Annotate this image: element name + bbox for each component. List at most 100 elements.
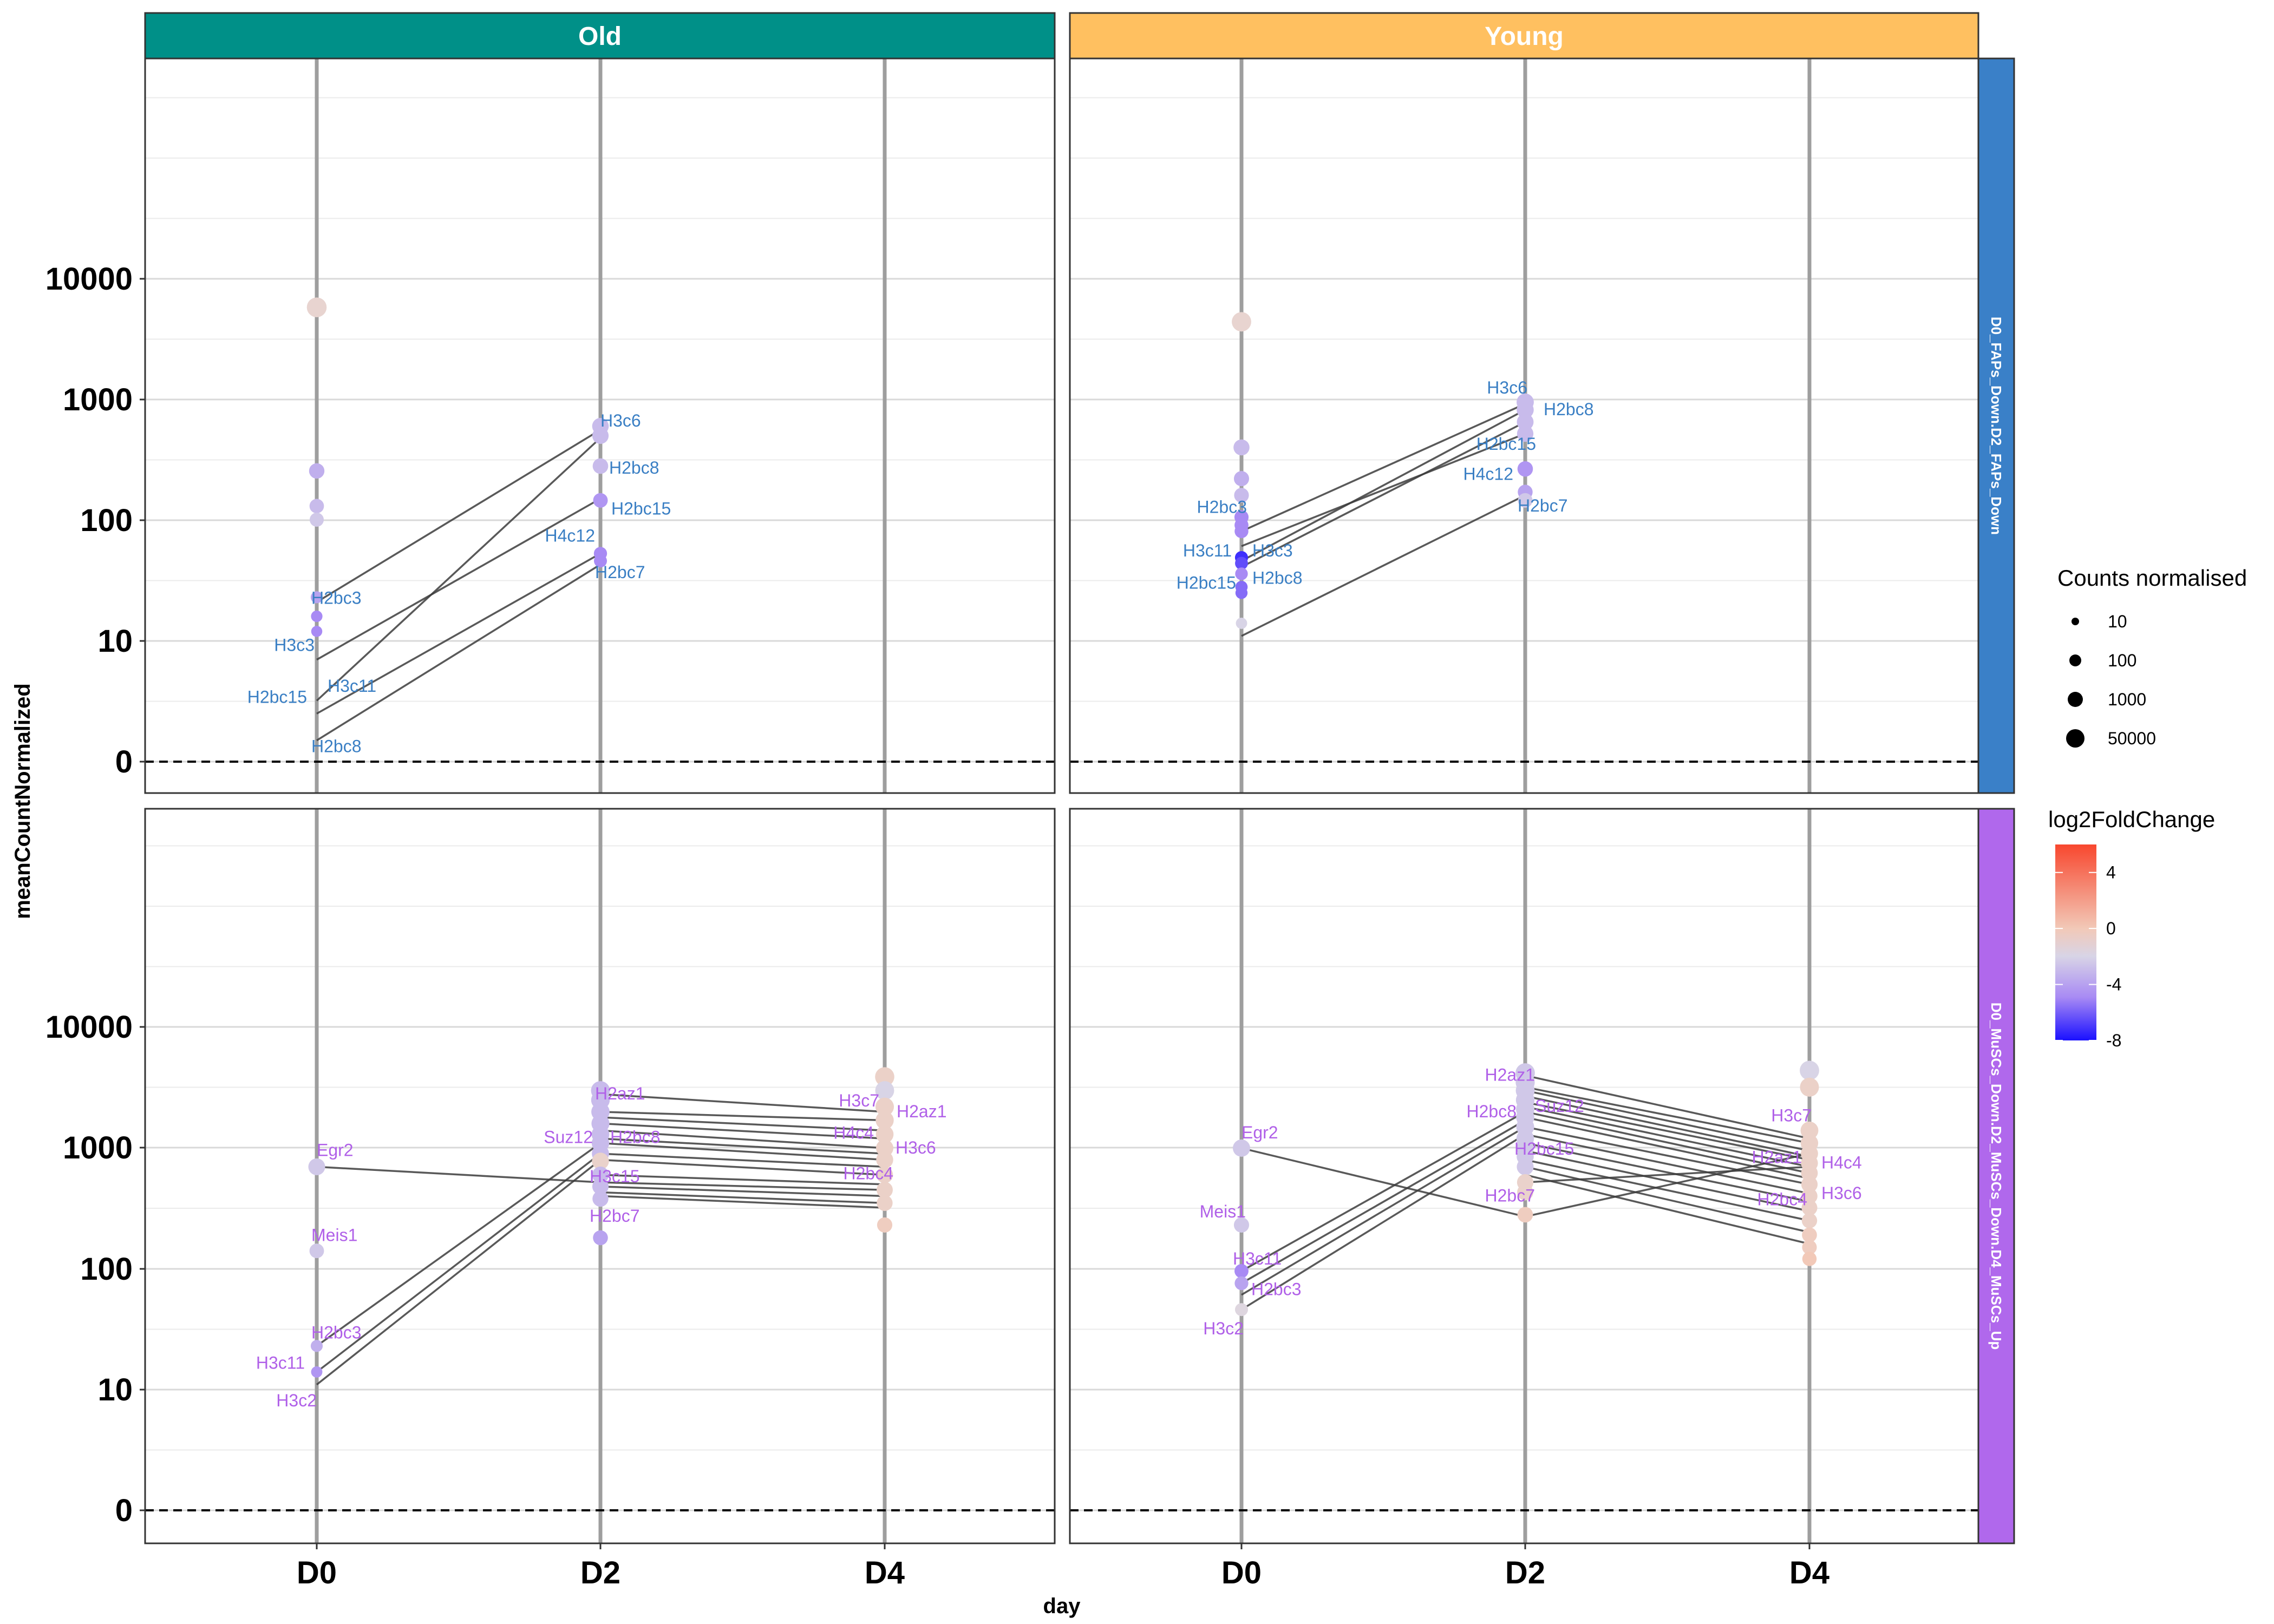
data-point <box>1236 617 1247 629</box>
data-point <box>1234 1264 1249 1278</box>
gene-label: H2bc8 <box>1467 1102 1517 1121</box>
size-legend-label: 10 <box>2108 612 2127 631</box>
gene-label: H2bc8 <box>1544 400 1594 419</box>
gene-trajectory-line <box>1525 1101 1810 1161</box>
gene-trajectory-line <box>1525 1111 1810 1174</box>
gene-trajectory-line <box>316 429 601 603</box>
data-point <box>875 1081 894 1101</box>
size-legend-key <box>2069 654 2081 666</box>
gene-label: H3c3 <box>274 635 315 654</box>
data-point <box>1232 312 1251 332</box>
data-point <box>1517 414 1534 431</box>
gene-trajectory-line <box>600 1111 885 1122</box>
gene-label: H2bc15 <box>1476 434 1536 454</box>
gene-label: H2bc7 <box>1518 496 1568 515</box>
gene-trajectory-line <box>1525 1089 1810 1152</box>
gene-trajectory-line <box>600 1137 885 1155</box>
gene-label: H2bc15 <box>247 687 307 706</box>
data-point <box>1233 1217 1250 1233</box>
gene-trajectory-line <box>1241 409 1526 562</box>
gene-trajectory-line <box>1525 1116 1810 1180</box>
gene-label: Suz12 <box>544 1128 593 1147</box>
column-strip-label: Old <box>578 22 622 51</box>
gene-trajectory-line <box>316 497 601 661</box>
gene-trajectory-line <box>600 1191 885 1204</box>
data-point <box>1517 461 1533 477</box>
gene-label: Egr2 <box>317 1140 354 1160</box>
data-point <box>1517 401 1534 418</box>
data-point <box>311 1366 323 1378</box>
gene-label: H2bc8 <box>311 737 362 756</box>
data-point <box>309 1243 324 1259</box>
gene-trajectory-line <box>1525 1165 1810 1234</box>
gene-trajectory-line <box>1241 403 1526 533</box>
data-point <box>876 1151 893 1169</box>
data-point <box>311 626 323 637</box>
gene-label: H2bc8 <box>1252 568 1303 587</box>
data-point <box>1517 425 1534 442</box>
gene-label: H3c6 <box>600 411 641 430</box>
data-point <box>1517 1207 1533 1223</box>
gene-trajectory-line <box>1525 1075 1810 1140</box>
gene-trajectory-line <box>1241 421 1526 568</box>
gene-trajectory-line <box>1525 1150 1810 1212</box>
data-point <box>1801 1164 1818 1182</box>
gene-label: H2bc7 <box>1485 1186 1535 1206</box>
data-point <box>877 1182 893 1199</box>
gene-label: H2bc3 <box>311 1322 362 1342</box>
row-strip-label: D0_MuSCs_Down.D2_MuSCs_Down.D4_MuSCs_Up <box>1988 1003 2004 1350</box>
gene-label: H3c11 <box>1183 541 1232 560</box>
gene-trajectory-line <box>600 1142 885 1161</box>
y-tick-label: 10000 <box>45 261 133 297</box>
color-legend: log2FoldChange 4 0 -4 -8 <box>2048 807 2215 1050</box>
y-tick-label: 10 <box>97 1372 133 1407</box>
gene-label: Meis1 <box>1200 1202 1246 1221</box>
size-legend-title: Counts normalised <box>2057 565 2247 591</box>
gene-trajectory-line <box>316 552 601 715</box>
gene-label: Suz12 <box>1535 1096 1584 1116</box>
row-strip-background <box>1977 808 2015 1544</box>
gene-trajectory-line <box>1525 1105 1810 1168</box>
gene-trajectory-line <box>1525 1095 1810 1158</box>
y-tick-label: 100 <box>80 503 133 538</box>
gene-label: H2bc15 <box>1177 573 1236 592</box>
gene-label: H2bc4 <box>1757 1189 1808 1209</box>
gene-label: H2az1 <box>1485 1065 1535 1085</box>
gene-trajectory-line <box>600 1158 885 1176</box>
data-point <box>309 513 324 527</box>
gene-trajectory-line <box>600 1129 885 1149</box>
data-point <box>311 610 323 623</box>
gene-trajectory-line <box>1525 1158 1810 1222</box>
gene-label: H3c6 <box>1487 378 1527 397</box>
gene-trajectory-line <box>1525 1125 1810 1186</box>
gene-trajectory-line <box>1241 1111 1526 1272</box>
gene-trajectory-line <box>600 1181 885 1191</box>
data-point <box>1802 1252 1817 1266</box>
data-point <box>310 1340 323 1352</box>
gene-trajectory-line <box>316 437 602 702</box>
gene-trajectory-line <box>1525 1152 1810 1218</box>
data-point <box>1800 1121 1819 1140</box>
gene-trajectory-line <box>600 1195 885 1209</box>
data-point <box>1234 1276 1249 1291</box>
size-legend-key <box>2066 729 2084 748</box>
gene-label: H2bc8 <box>609 458 659 477</box>
data-point <box>1802 1240 1817 1255</box>
color-legend-label: -4 <box>2106 975 2121 994</box>
data-point <box>1233 471 1250 487</box>
gene-trajectory-line <box>600 1174 885 1186</box>
data-point <box>592 1190 609 1207</box>
y-tick-label: 0 <box>115 1493 133 1528</box>
y-tick-label: 1000 <box>63 382 133 417</box>
data-point <box>875 1111 894 1130</box>
panel-old-row-1: H3c6 H2bc8 H2bc15 H4c12 H2bc7 H2bc3 H3c3 H3c11 H… <box>144 57 1056 794</box>
gene-label: H2az1 <box>897 1102 947 1121</box>
data-point <box>1800 1077 1819 1097</box>
gene-label: H4c4 <box>1821 1153 1862 1173</box>
size-legend-key <box>2072 618 2079 625</box>
x-tick-label: D2 <box>580 1555 620 1590</box>
data-point <box>875 1097 894 1116</box>
data-point <box>1232 1139 1251 1157</box>
